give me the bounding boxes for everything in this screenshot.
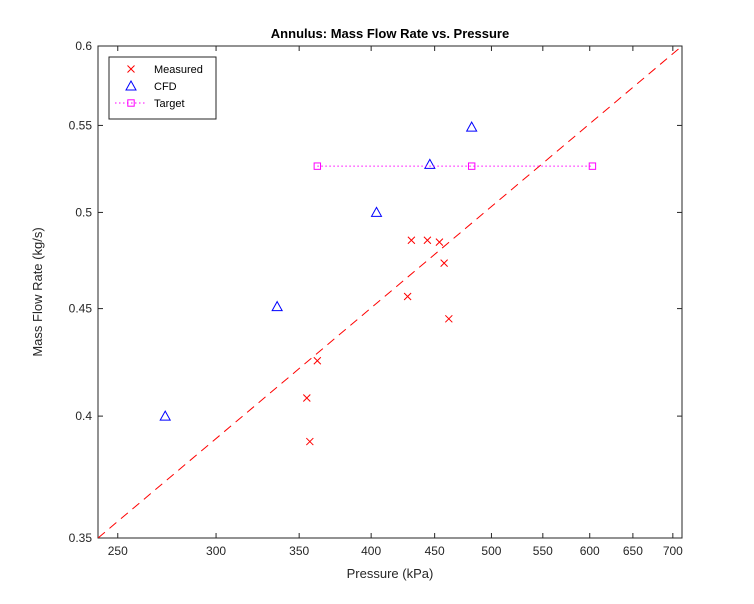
legend-label-measured: Measured — [154, 64, 203, 76]
y-tick-label: 0.55 — [69, 118, 93, 132]
x-tick-label: 350 — [289, 544, 309, 558]
measured-point — [440, 259, 448, 267]
x-tick-label: 600 — [580, 544, 600, 558]
legend-label-target: Target — [154, 98, 185, 110]
x-tick-label: 650 — [623, 544, 643, 558]
y-axis-label: Mass Flow Rate (kg/s) — [30, 227, 45, 356]
y-tick-label: 0.35 — [69, 531, 93, 545]
x-tick-label: 250 — [108, 544, 128, 558]
measured-point — [305, 437, 314, 446]
y-tick-label: 0.5 — [75, 205, 92, 219]
x-tick-label: 500 — [481, 544, 501, 558]
cfd-point — [465, 121, 478, 132]
target-point — [467, 162, 476, 170]
legend: Measured CFD Target — [108, 56, 217, 120]
x-axis-label: Pressure (kPa) — [347, 566, 434, 581]
x-tick-label: 450 — [425, 544, 445, 558]
legend-marker-target — [127, 99, 135, 107]
cfd-point — [271, 300, 284, 312]
plot-area: 250 300 350 400 450 500 550 600 650 700 0.35 0.4 0.4… — [69, 39, 684, 558]
y-tick-label: 0.6 — [75, 39, 92, 53]
target-point — [588, 162, 597, 170]
chart-title: Annulus: Mass Flow Rate vs. Pressure — [271, 26, 509, 41]
measured-point — [302, 394, 311, 402]
reference-line — [98, 46, 682, 538]
x-tick-label: 700 — [663, 544, 683, 558]
x-tick-label: 400 — [361, 544, 381, 558]
measured-point — [423, 236, 432, 245]
cfd-point — [159, 410, 172, 421]
legend-label-cfd: CFD — [154, 81, 177, 93]
x-tick-label: 550 — [533, 544, 553, 558]
cfd-point — [370, 206, 383, 217]
measured-point — [435, 238, 444, 246]
legend-marker-measured — [127, 65, 135, 73]
legend-marker-cfd — [125, 79, 137, 91]
measured-point — [444, 314, 453, 323]
target-point — [313, 162, 322, 170]
y-tick-label: 0.45 — [69, 302, 93, 316]
measured-point — [407, 236, 416, 245]
x-tick-label: 300 — [206, 544, 226, 558]
cfd-point — [423, 158, 436, 169]
measured-point — [403, 292, 412, 301]
measured-point — [313, 356, 322, 365]
y-tick-label: 0.4 — [75, 409, 92, 423]
